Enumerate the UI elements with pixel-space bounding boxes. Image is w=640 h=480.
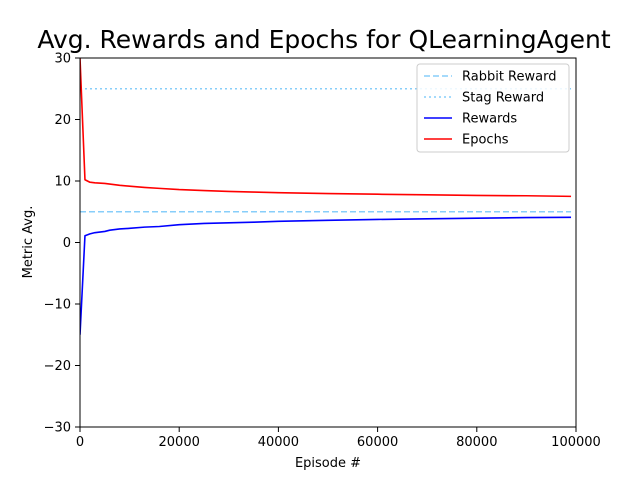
legend-item-rabbit-reward: Rabbit Reward bbox=[424, 70, 556, 85]
x-tick-label: 100000 bbox=[551, 435, 601, 450]
y-tick-label: 20 bbox=[54, 113, 71, 128]
x-tick-label: 60000 bbox=[357, 435, 398, 450]
x-tick-label: 80000 bbox=[456, 435, 497, 450]
y-tick-label: −20 bbox=[44, 359, 71, 374]
y-tick-label: 10 bbox=[54, 175, 71, 190]
x-tick-label: 0 bbox=[76, 435, 84, 450]
y-axis: −30 −20 −10 0 10 20 30 bbox=[44, 52, 80, 436]
legend: Rabbit Reward Stag Reward Rewards Epochs bbox=[416, 63, 570, 153]
y-tick-label: −30 bbox=[44, 421, 71, 436]
legend-item-stag-reward: Stag Reward bbox=[424, 91, 544, 106]
legend-label: Epochs bbox=[462, 133, 509, 148]
legend-item-epochs: Epochs bbox=[424, 133, 509, 148]
y-tick-label: 30 bbox=[54, 52, 71, 67]
x-tick-label: 40000 bbox=[258, 435, 299, 450]
legend-label: Stag Reward bbox=[462, 91, 544, 106]
legend-label: Rewards bbox=[462, 112, 517, 127]
legend-item-rewards: Rewards bbox=[424, 112, 517, 127]
x-axis-label: Episode # bbox=[295, 456, 361, 471]
y-tick-label: 0 bbox=[63, 236, 71, 251]
legend-label: Rabbit Reward bbox=[462, 70, 556, 85]
series-line-epochs bbox=[80, 58, 572, 198]
y-tick-label: −10 bbox=[44, 298, 71, 313]
x-tick-label: 20000 bbox=[159, 435, 200, 450]
series-layer bbox=[80, 58, 572, 335]
legend-box bbox=[416, 63, 570, 153]
series-line-rewards bbox=[80, 216, 572, 335]
y-axis-label: Metric Avg. bbox=[21, 206, 36, 279]
chart-title: Avg. Rewards and Epochs for QLearningAge… bbox=[37, 25, 611, 54]
x-axis: 0 20000 40000 60000 80000 100000 bbox=[76, 427, 601, 450]
